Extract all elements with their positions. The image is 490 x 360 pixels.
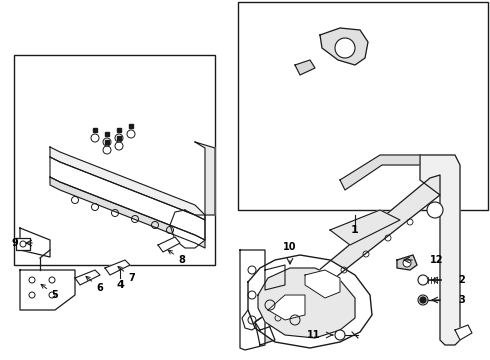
- Circle shape: [418, 295, 428, 305]
- Polygon shape: [397, 255, 417, 270]
- Polygon shape: [50, 157, 205, 240]
- Polygon shape: [105, 132, 109, 136]
- Polygon shape: [420, 155, 460, 345]
- Polygon shape: [158, 237, 180, 252]
- Circle shape: [427, 202, 443, 218]
- Polygon shape: [295, 60, 315, 75]
- Polygon shape: [75, 270, 100, 285]
- Polygon shape: [50, 177, 205, 248]
- Text: 2: 2: [458, 275, 465, 285]
- Polygon shape: [240, 250, 265, 350]
- Polygon shape: [255, 315, 275, 345]
- Polygon shape: [268, 295, 305, 320]
- Polygon shape: [93, 128, 97, 132]
- Polygon shape: [320, 28, 368, 65]
- Text: 10: 10: [283, 242, 297, 252]
- Polygon shape: [16, 238, 30, 250]
- Circle shape: [335, 38, 355, 58]
- Text: 8: 8: [168, 250, 185, 265]
- Polygon shape: [265, 265, 285, 290]
- Text: 11: 11: [307, 330, 320, 340]
- Text: 3: 3: [458, 295, 465, 305]
- Polygon shape: [248, 255, 372, 348]
- Circle shape: [420, 297, 426, 303]
- Polygon shape: [455, 325, 472, 340]
- Polygon shape: [330, 210, 400, 245]
- Bar: [14, 55, 215, 265]
- Polygon shape: [129, 124, 133, 128]
- Circle shape: [335, 330, 345, 340]
- Polygon shape: [20, 228, 50, 257]
- Circle shape: [418, 275, 428, 285]
- Circle shape: [403, 259, 411, 267]
- Text: 5: 5: [41, 284, 58, 300]
- Polygon shape: [195, 142, 215, 215]
- Polygon shape: [305, 270, 340, 298]
- Text: 7: 7: [118, 266, 135, 283]
- Text: 9: 9: [11, 238, 18, 248]
- Text: 1: 1: [351, 225, 359, 235]
- Polygon shape: [105, 260, 130, 275]
- Polygon shape: [117, 136, 121, 140]
- Text: 6: 6: [86, 276, 103, 293]
- Text: 12: 12: [430, 255, 443, 265]
- Polygon shape: [340, 155, 420, 190]
- Polygon shape: [50, 147, 205, 220]
- Text: 4: 4: [116, 280, 124, 290]
- Polygon shape: [20, 270, 75, 310]
- Polygon shape: [117, 128, 121, 132]
- Bar: [238, 2, 488, 210]
- Polygon shape: [170, 210, 205, 248]
- Polygon shape: [255, 175, 440, 330]
- Polygon shape: [105, 140, 109, 144]
- Polygon shape: [258, 268, 355, 338]
